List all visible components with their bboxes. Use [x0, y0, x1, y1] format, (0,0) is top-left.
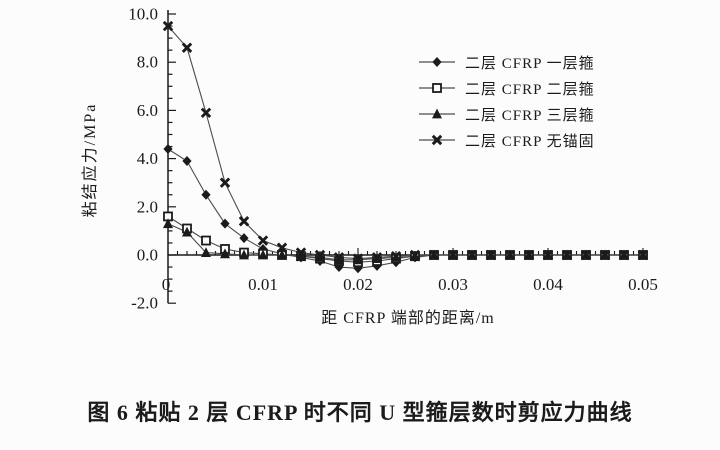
chart-legend: 二层 CFRP 一层箍 二层 CFRP 二层箍 二层 CFRP 三层箍 二层 C…	[418, 53, 595, 157]
x-cross-marker-icon	[257, 235, 269, 246]
x-cross-marker-icon	[504, 249, 516, 261]
diamond-marker-icon	[182, 156, 192, 167]
x-cross-marker-icon	[162, 20, 174, 32]
x-cross-marker-icon	[295, 247, 307, 258]
figure-caption: 图 6 粘贴 2 层 CFRP 时不同 U 型箍层数时剪应力曲线	[87, 400, 633, 425]
legend-item-no-anchor: 二层 CFRP 无锚固	[418, 131, 595, 150]
x-cross-marker-icon	[371, 252, 383, 263]
diamond-marker-icon	[163, 143, 173, 154]
triangle-marker-icon	[182, 226, 192, 237]
x-cross-marker-icon	[466, 249, 478, 261]
x-cross-marker-icon	[580, 249, 592, 261]
triangle-marker-icon	[163, 218, 173, 229]
x-cross-marker-icon	[428, 249, 440, 261]
x-cross-marker-icon	[561, 249, 573, 261]
x-axis-title: 距 CFRP 端部的距离/m	[321, 310, 495, 327]
legend-item-two-layer-hoop: 二层 CFRP 二层箍	[418, 79, 595, 98]
x-cross-marker-icon	[618, 249, 630, 261]
open-square-marker-icon	[432, 83, 442, 93]
diamond-marker-icon	[220, 218, 230, 229]
triangle-marker-icon	[419, 108, 455, 119]
legend-label: 二层 CFRP 无锚固	[465, 133, 595, 150]
open-square-marker-icon	[201, 235, 211, 246]
triangle-marker-icon	[258, 249, 268, 260]
x-tick-label: 0	[162, 275, 171, 294]
y-tick-label: 6.0	[137, 101, 158, 120]
x-cross-marker-icon	[542, 249, 554, 261]
legend-label: 二层 CFRP 三层箍	[465, 107, 595, 124]
x-tick-label: 0.02	[343, 275, 373, 294]
y-tick-label: 10.0	[128, 5, 158, 24]
shear-stress-chart: -2.0 0.0 2.0 4.0 6.0 8.0 10.0 0 0.01 0.02 0.03 0.04…	[128, 5, 658, 313]
x-cross-marker-icon	[637, 249, 649, 261]
x-cross-marker-icon	[352, 253, 364, 264]
x-cross-marker-icon	[276, 242, 288, 253]
x-tick-label: 0.01	[248, 275, 278, 294]
triangle-marker-icon	[432, 108, 442, 119]
y-tick-label: 4.0	[137, 149, 158, 168]
legend-item-three-layer-hoop: 二层 CFRP 三层箍	[418, 105, 595, 124]
x-cross-marker-icon	[485, 249, 497, 261]
diamond-marker-icon	[239, 233, 249, 244]
series-markers-3	[162, 20, 649, 264]
x-cross-marker-icon	[390, 250, 402, 262]
diamond-marker-icon	[419, 57, 455, 67]
legend-item-one-layer-hoop: 二层 CFRP 一层箍	[418, 53, 595, 72]
x-tick-label: 0.03	[438, 275, 468, 294]
x-tick-label: 0.04	[533, 275, 563, 294]
open-square-marker-icon	[419, 83, 455, 93]
diamond-marker-icon	[201, 189, 211, 200]
x-cross-marker-icon	[333, 252, 345, 263]
diamond-marker-icon	[432, 57, 442, 67]
x-cross-marker-icon	[599, 249, 611, 261]
x-cross-marker-icon	[314, 249, 326, 261]
y-tick-label: 8.0	[137, 53, 158, 72]
y-tick-label: -2.0	[131, 294, 158, 313]
x-cross-marker-icon	[219, 177, 231, 188]
y-axis-title: 粘结应力/MPa	[82, 102, 99, 218]
triangle-marker-icon	[277, 249, 287, 260]
x-cross-marker-icon	[200, 107, 212, 119]
x-cross-marker-icon	[447, 249, 459, 261]
x-cross-marker-icon	[409, 249, 421, 261]
triangle-marker-icon	[201, 247, 211, 257]
triangle-marker-icon	[220, 248, 230, 259]
triangle-marker-icon	[239, 249, 249, 260]
triangle-marker-icon	[296, 250, 306, 261]
x-cross-marker-icon	[523, 249, 535, 261]
y-tick-label: 0.0	[137, 246, 158, 265]
x-cross-marker-icon	[181, 42, 193, 53]
series-markers-1	[163, 211, 648, 268]
y-tick-label: 2.0	[137, 197, 158, 216]
legend-label: 二层 CFRP 一层箍	[465, 55, 595, 72]
legend-label: 二层 CFRP 二层箍	[465, 81, 595, 98]
x-cross-marker-icon	[431, 134, 443, 146]
x-tick-label: 0.05	[628, 275, 658, 294]
x-cross-marker-icon	[238, 216, 250, 227]
x-cross-marker-icon	[419, 134, 455, 146]
